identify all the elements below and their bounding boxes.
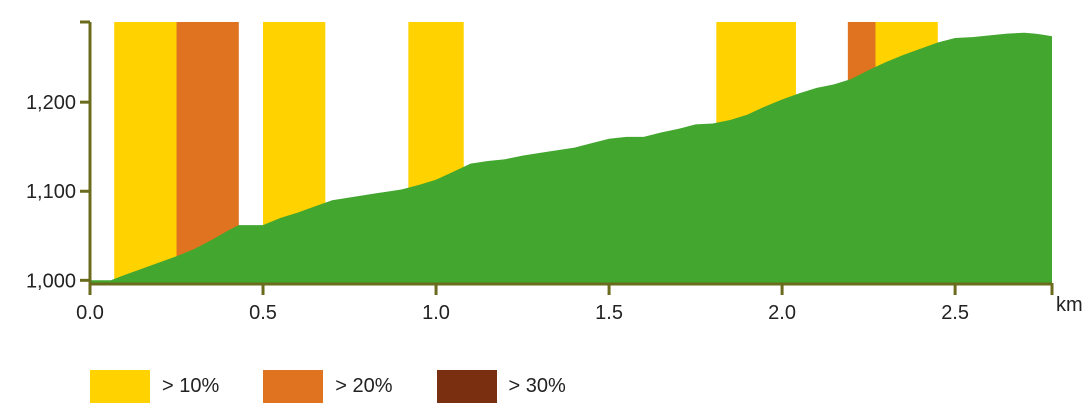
y-tick-label: 1,200 — [26, 92, 76, 114]
x-tick-label: 0.5 — [249, 302, 277, 324]
x-tick-label: 2.0 — [768, 302, 796, 324]
legend-label: > 30% — [508, 375, 566, 397]
x-ticks: 0.0 0.5 1.0 1.5 2.0 2.5 — [76, 283, 1054, 324]
grade-segment-0 — [114, 22, 177, 283]
y-tick-label: 1,000 — [26, 270, 76, 292]
axes — [88, 22, 1052, 286]
elevation-area — [90, 32, 1052, 284]
x-tick-label: 0.0 — [76, 302, 104, 324]
elevation-chart: 0.0 0.5 1.0 1.5 2.0 2.5 1,000 1,100 1,200 km — [26, 20, 1083, 324]
legend-swatch — [90, 370, 150, 403]
legend-swatch — [436, 370, 497, 403]
y-ticks: 1,000 1,100 1,200 — [26, 20, 90, 292]
x-axis-unit-label: km — [1056, 294, 1083, 316]
legend-label: > 10% — [162, 375, 220, 397]
x-tick-label: 2.5 — [941, 302, 969, 324]
x-tick-label: 1.5 — [595, 302, 623, 324]
legend: > 10% > 20% > 30% — [90, 370, 610, 403]
legend-label: > 20% — [335, 375, 393, 397]
legend-item: > 20% — [263, 370, 393, 403]
legend-swatch — [263, 370, 324, 403]
x-tick-label: 1.0 — [422, 302, 450, 324]
y-tick-label: 1,100 — [26, 181, 76, 203]
legend-item: > 30% — [436, 370, 566, 403]
legend-item: > 10% — [90, 370, 219, 403]
